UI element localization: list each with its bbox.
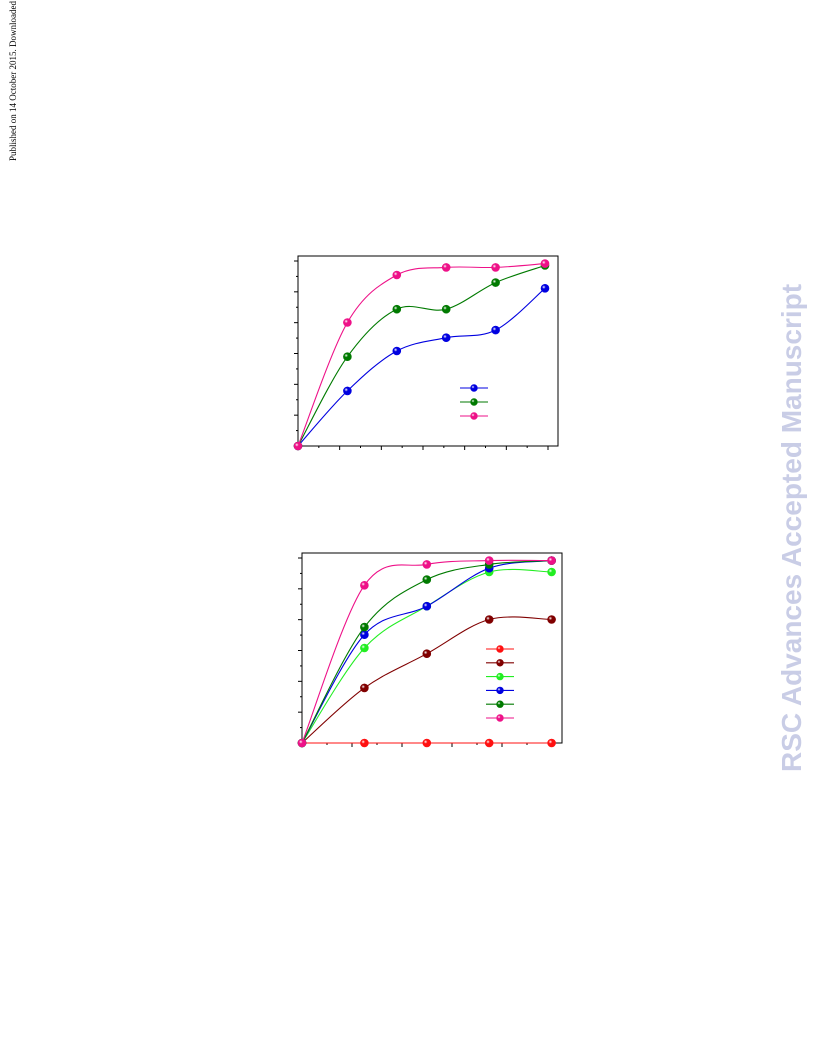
- data-point: [547, 615, 556, 624]
- data-point: [422, 601, 432, 611]
- data-point: [422, 738, 432, 748]
- legend-marker: [496, 659, 504, 667]
- legend-marker: [496, 714, 504, 722]
- data-point: [547, 738, 556, 748]
- data-point: [422, 575, 432, 584]
- data-point: [297, 738, 307, 748]
- data-point: [360, 683, 369, 693]
- legend-marker: [470, 412, 478, 420]
- plot-frame: [301, 552, 563, 744]
- data-point: [422, 560, 432, 569]
- data-point: [392, 270, 402, 280]
- data-point: [441, 263, 451, 272]
- series-line: [301, 616, 552, 744]
- legend-marker: [496, 700, 504, 708]
- data-point: [484, 615, 494, 624]
- data-point: [540, 283, 550, 293]
- data-point: [360, 643, 369, 653]
- data-point: [392, 304, 402, 314]
- series-line: [301, 560, 552, 744]
- chart-2: [297, 552, 563, 748]
- data-point: [392, 346, 402, 356]
- data-point: [547, 567, 556, 577]
- data-point: [293, 441, 303, 451]
- data-point: [441, 333, 451, 343]
- data-point: [491, 325, 500, 335]
- series-line: [301, 559, 552, 744]
- chart-1: [293, 255, 559, 451]
- data-point: [360, 580, 369, 590]
- series-line: [297, 264, 546, 447]
- legend-marker: [496, 645, 504, 653]
- legend-marker: [496, 686, 504, 695]
- data-point: [343, 352, 352, 362]
- data-point: [484, 738, 494, 748]
- data-point: [491, 263, 500, 272]
- data-point: [491, 278, 500, 287]
- series-line: [297, 287, 546, 447]
- series-line: [301, 560, 552, 744]
- data-point: [360, 738, 369, 748]
- data-point: [343, 318, 352, 327]
- data-point: [540, 259, 550, 268]
- data-point: [343, 386, 352, 396]
- data-point: [441, 304, 451, 314]
- data-point: [422, 649, 432, 659]
- legend-marker: [470, 384, 478, 392]
- data-point: [484, 556, 494, 565]
- legend-marker: [470, 398, 478, 406]
- data-point: [547, 556, 556, 565]
- series-line: [297, 263, 546, 447]
- data-point: [360, 622, 369, 632]
- plot-frame: [297, 255, 559, 447]
- legend-marker: [496, 672, 504, 681]
